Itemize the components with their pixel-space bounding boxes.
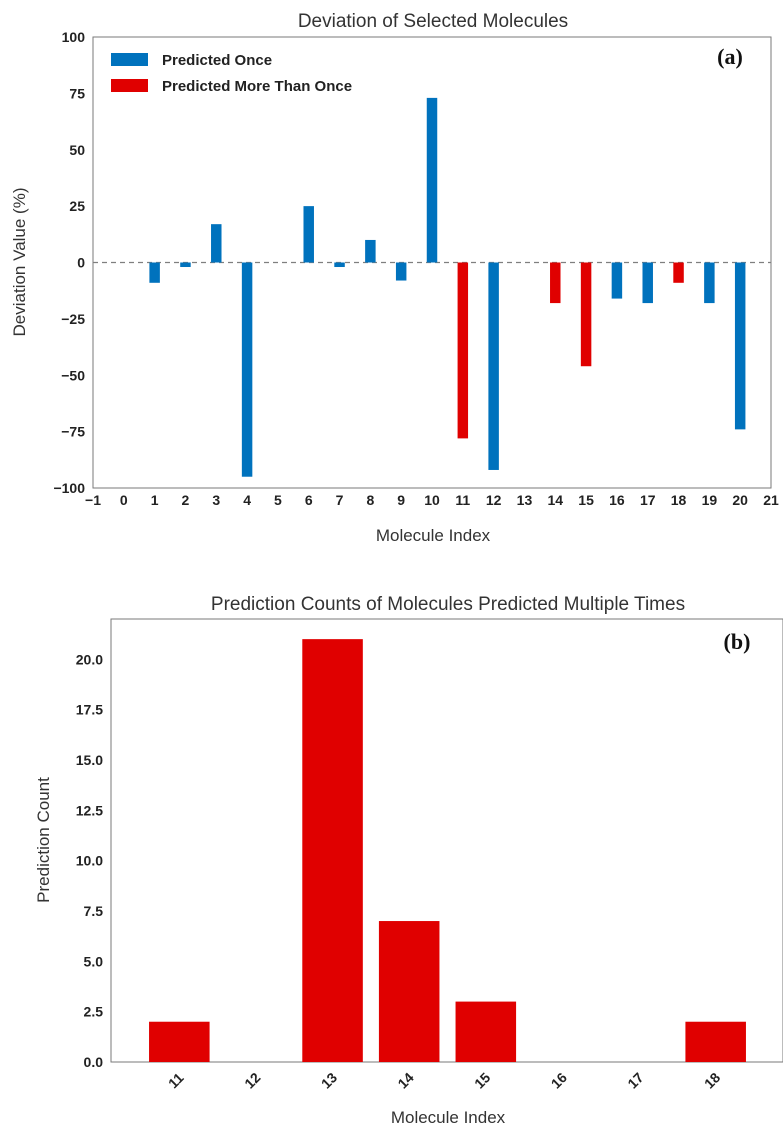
chart-b-y-tick-label: 12.5 — [76, 802, 103, 818]
chart-b-x-axis-label: Molecule Index — [391, 1108, 506, 1127]
bar-molecule-13 — [302, 639, 363, 1062]
bar-molecule-4 — [241, 262, 253, 477]
chart-a-x-tick-label: 7 — [336, 492, 344, 508]
chart-b-y-tick-label: 5.0 — [84, 953, 104, 969]
chart-b-x-tick-label: 12 — [241, 1069, 263, 1091]
chart-b-y-tick-label: 0.0 — [84, 1054, 104, 1070]
panel-a-label: (a) — [717, 44, 743, 69]
legend-swatch-predicted-more-than-once — [111, 79, 148, 92]
chart-b-plot-area — [110, 618, 783, 1063]
chart-b-y-tick-label: 17.5 — [76, 702, 103, 718]
legend-label-predicted-more-than-once: Predicted More Than Once — [162, 78, 352, 95]
chart-a-x-tick-label: 17 — [640, 492, 656, 508]
chart-a-x-tick-label: 0 — [120, 492, 128, 508]
prediction-count-chart: Prediction Counts of Molecules Predicted… — [34, 594, 783, 1127]
bar-molecule-1 — [149, 262, 160, 283]
chart-a-y-tick-label: 75 — [69, 85, 85, 101]
chart-a-x-tick-label: 6 — [305, 492, 313, 508]
chart-a-x-tick-label: 21 — [763, 492, 779, 508]
chart-a-y-tick-label: −50 — [61, 367, 85, 383]
chart-a-legend: Predicted Once Predicted More Than Once — [111, 52, 352, 95]
chart-a-x-tick-label: 1 — [151, 492, 159, 508]
chart-a-x-tick-label: 15 — [578, 492, 594, 508]
chart-b-x-tick-label: 11 — [165, 1069, 187, 1091]
panel-b-label: (b) — [724, 629, 751, 654]
chart-a-y-tick-label: −25 — [61, 311, 85, 327]
bar-molecule-14 — [378, 921, 440, 1062]
chart-a-y-tick-label: −100 — [53, 480, 85, 496]
chart-b-x-tick-label: 14 — [394, 1069, 416, 1091]
chart-a-x-tick-label: 10 — [424, 492, 440, 508]
chart-a-x-tick-label: 12 — [486, 492, 502, 508]
chart-a-y-tick-label: −75 — [61, 424, 85, 440]
chart-a-y-tick-label: 0 — [77, 255, 85, 271]
chart-a-x-tick-label: 5 — [274, 492, 282, 508]
chart-a-x-tick-label: −1 — [85, 492, 101, 508]
bar-molecule-15 — [580, 262, 592, 367]
bar-molecule-7 — [334, 262, 345, 268]
chart-a-x-tick-label: 16 — [609, 492, 625, 508]
chart-a-title: Deviation of Selected Molecules — [298, 11, 568, 32]
deviation-chart: Deviation of Selected Molecules 10075502… — [10, 11, 779, 545]
bar-molecule-6 — [303, 206, 314, 263]
bar-molecule-2 — [180, 262, 191, 268]
chart-b-y-tick-label: 2.5 — [84, 1004, 104, 1020]
chart-b-x-tick-label: 16 — [548, 1069, 570, 1091]
bar-molecule-8 — [365, 239, 376, 263]
bar-molecule-18 — [685, 1021, 746, 1062]
chart-a-x-tick-label: 14 — [547, 492, 563, 508]
chart-a-y-tick-label: 100 — [62, 29, 86, 45]
bar-molecule-18 — [673, 262, 684, 283]
chart-b-x-tick-label: 15 — [471, 1069, 493, 1091]
chart-b-y-axis-label: Prediction Count — [34, 777, 53, 903]
chart-b-y-tick-label: 20.0 — [76, 651, 103, 667]
bar-molecule-12 — [488, 262, 499, 470]
bar-molecule-10 — [426, 97, 438, 263]
chart-b-x-tick-label: 18 — [701, 1069, 723, 1091]
legend-label-predicted-once: Predicted Once — [162, 52, 272, 69]
chart-a-x-tick-label: 9 — [397, 492, 405, 508]
bar-molecule-16 — [611, 262, 623, 299]
bar-molecule-17 — [642, 262, 653, 304]
chart-a-y-axis-label: Deviation Value (%) — [10, 188, 29, 337]
chart-b-y-tick-label: 7.5 — [84, 903, 104, 919]
chart-b-y-tick-label: 15.0 — [76, 752, 103, 768]
chart-a-x-axis-label: Molecule Index — [376, 526, 491, 545]
chart-a-x-tick-label: 11 — [455, 492, 470, 508]
chart-a-x-tick-label: 18 — [671, 492, 687, 508]
bar-molecule-15 — [455, 1001, 517, 1062]
chart-a-x-tick-label: 13 — [517, 492, 533, 508]
bar-molecule-14 — [550, 262, 561, 304]
legend-swatch-predicted-once — [111, 53, 148, 66]
bar-molecule-20 — [734, 262, 746, 430]
bar-molecule-19 — [704, 262, 715, 304]
chart-a-y-tick-label: 50 — [69, 142, 85, 158]
chart-a-x-tick-label: 2 — [182, 492, 190, 508]
chart-a-x-tick-label: 20 — [732, 492, 748, 508]
chart-a-x-tick-label: 19 — [702, 492, 718, 508]
bar-molecule-3 — [211, 224, 222, 263]
chart-a-x-tick-label: 4 — [243, 492, 251, 508]
chart-b-x-tick-label: 17 — [624, 1069, 646, 1091]
bar-molecule-11 — [457, 262, 469, 439]
chart-b-y-tick-label: 10.0 — [76, 853, 103, 869]
chart-b-title: Prediction Counts of Molecules Predicted… — [211, 594, 685, 615]
chart-b-x-tick-label: 13 — [318, 1069, 340, 1091]
bar-molecule-9 — [395, 262, 407, 281]
chart-a-x-tick-label: 8 — [366, 492, 374, 508]
bar-molecule-11 — [149, 1021, 210, 1062]
chart-a-y-tick-label: 25 — [69, 198, 85, 214]
chart-a-x-tick-label: 3 — [212, 492, 220, 508]
